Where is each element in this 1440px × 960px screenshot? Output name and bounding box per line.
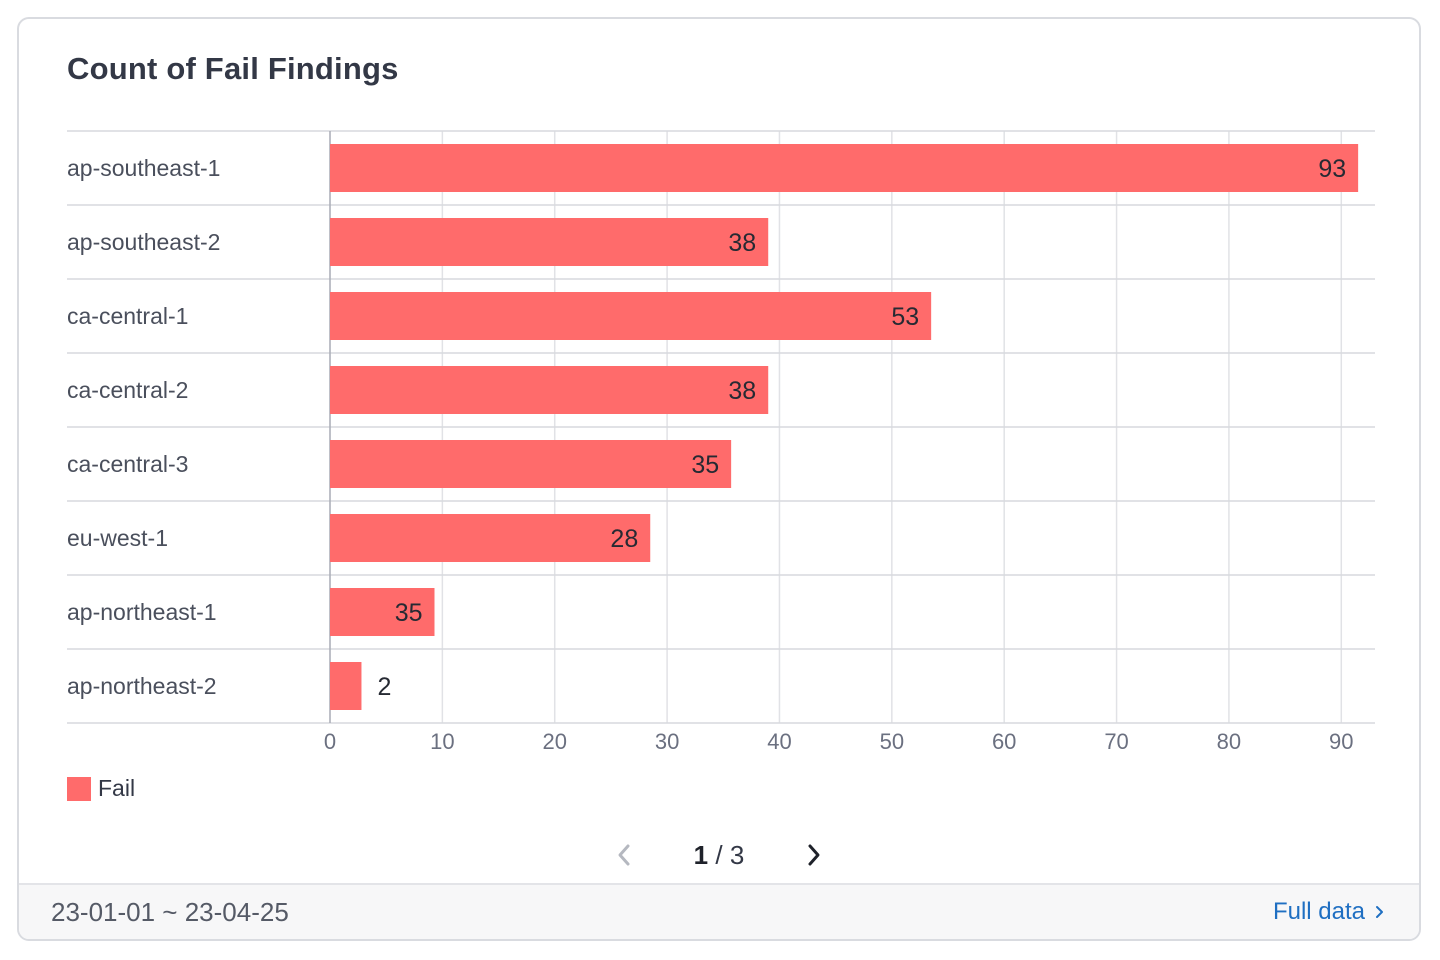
current-page: 1: [693, 839, 709, 870]
category-label: ap-northeast-2: [67, 673, 217, 699]
category-label: ca-central-3: [67, 451, 188, 477]
bar-value-label: 53: [891, 303, 919, 331]
bar: [330, 366, 769, 414]
bar: [330, 514, 651, 562]
bar: [330, 662, 362, 710]
bar: [330, 144, 1359, 192]
chevron-right-icon: [1376, 906, 1383, 918]
category-label: ap-northeast-1: [67, 599, 217, 625]
x-tick-label: 40: [767, 729, 791, 754]
bar: [330, 588, 435, 636]
bar-value-label: 38: [728, 377, 756, 405]
bar-value-label: 35: [691, 451, 719, 479]
full-data-label: Full data: [1272, 898, 1365, 925]
next-page-button[interactable]: [796, 837, 832, 873]
chart-legend[interactable]: Fail: [67, 775, 135, 802]
pagination: 1 / 3: [19, 837, 1419, 873]
card-footer: 23-01-01 ~ 23-04-25 Full data: [19, 883, 1419, 939]
legend-swatch-fail: [67, 776, 91, 801]
category-label: eu-west-1: [67, 525, 168, 551]
bar-value-label: 28: [610, 525, 638, 553]
prev-page-button[interactable]: [606, 837, 642, 873]
category-label: ap-southeast-1: [67, 155, 220, 181]
total-pages: 3: [729, 839, 745, 870]
x-tick-label: 20: [542, 729, 566, 754]
x-tick-label: 60: [992, 729, 1016, 754]
bar-value-label: 93: [1318, 155, 1346, 183]
date-range: 23-01-01 ~ 23-04-25: [51, 896, 289, 927]
bar: [330, 292, 932, 340]
bar-value-label: 2: [377, 673, 391, 701]
bar-value-label: 38: [728, 229, 756, 257]
x-tick-label: 90: [1329, 729, 1353, 754]
x-tick-label: 70: [1104, 729, 1128, 754]
x-tick-label: 30: [655, 729, 679, 754]
x-tick-label: 10: [430, 729, 454, 754]
bar-value-label: 35: [395, 599, 423, 627]
chart-title: Count of Fail Findings: [67, 51, 399, 86]
category-label: ap-southeast-2: [67, 229, 220, 255]
bar: [330, 440, 732, 488]
x-tick-label: 80: [1217, 729, 1241, 754]
x-tick-label: 0: [324, 729, 336, 754]
bar: [330, 218, 769, 266]
category-label: ca-central-1: [67, 303, 188, 329]
chart-card: Count of Fail Findings 0 10 20 30 40 50 60 70 80…: [17, 17, 1421, 941]
category-label: ca-central-2: [67, 377, 188, 403]
page-separator: /: [715, 839, 723, 870]
x-tick-label: 50: [880, 729, 904, 754]
bar-chart: 0 10 20 30 40 50 60 70 80 90 ap-southeast-1 93 ap-so…: [67, 130, 1375, 754]
chevron-right-icon: [808, 844, 820, 866]
full-data-link[interactable]: Full data: [1273, 898, 1385, 926]
chevron-left-icon: [618, 844, 630, 866]
page-indicator: 1 / 3: [694, 840, 745, 871]
legend-label-fail: Fail: [98, 775, 136, 801]
